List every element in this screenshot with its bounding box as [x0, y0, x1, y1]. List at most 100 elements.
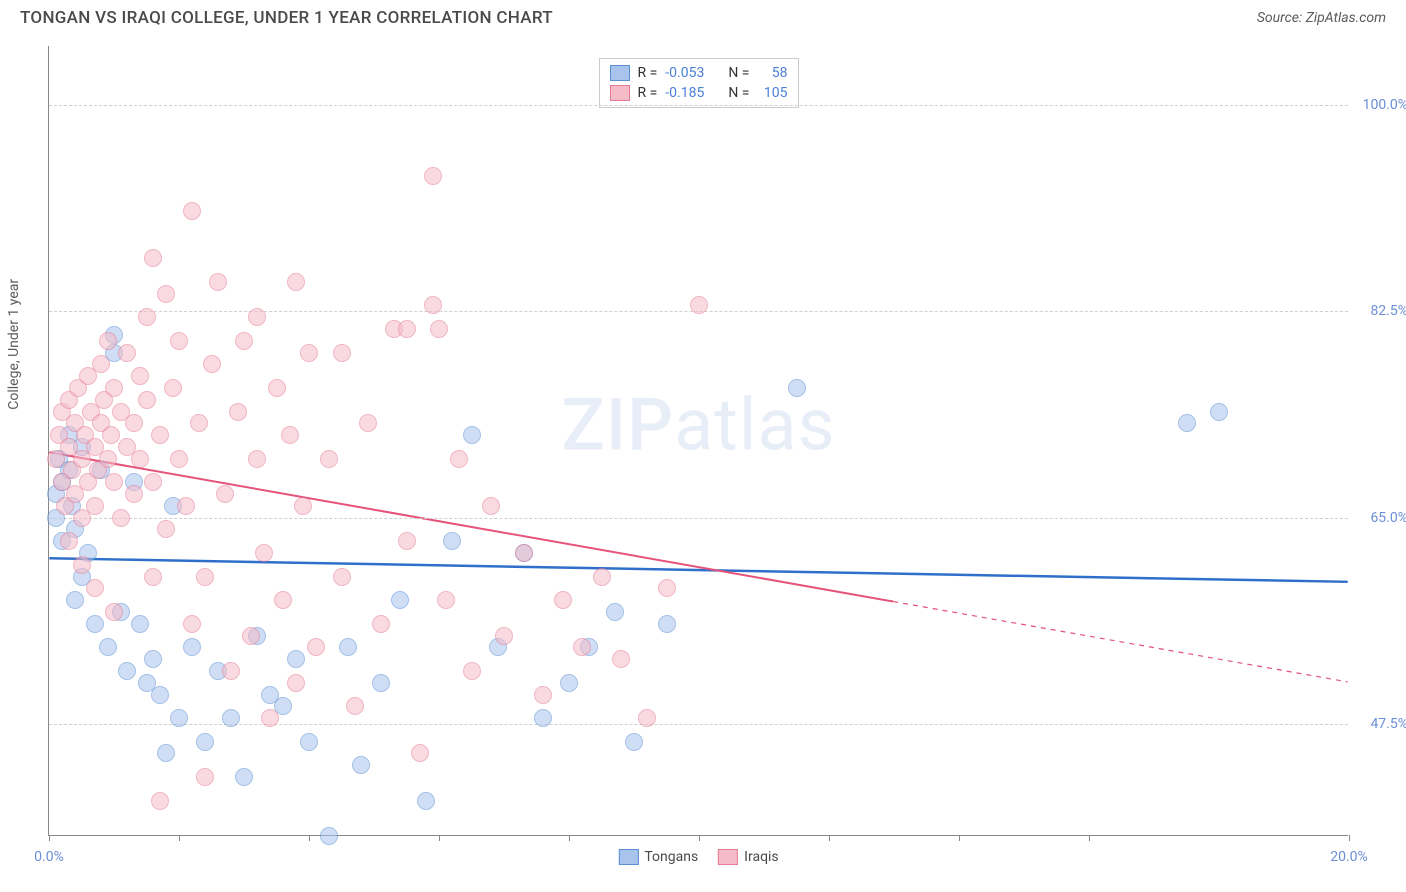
scatter-point [424, 167, 442, 185]
scatter-point [450, 450, 468, 468]
scatter-point [105, 379, 123, 397]
scatter-point [658, 579, 676, 597]
scatter-point [398, 320, 416, 338]
scatter-point [196, 568, 214, 586]
scatter-point [287, 273, 305, 291]
scatter-point [170, 709, 188, 727]
scatter-point [229, 403, 247, 421]
scatter-point [482, 497, 500, 515]
scatter-point [560, 674, 578, 692]
scatter-point [430, 320, 448, 338]
legend-n-value: 58 [758, 65, 788, 81]
scatter-point [372, 674, 390, 692]
scatter-point [151, 792, 169, 810]
scatter-point [333, 344, 351, 362]
scatter-point [268, 379, 286, 397]
x-tick [439, 835, 440, 841]
scatter-point [60, 532, 78, 550]
scatter-point [554, 591, 572, 609]
legend-r-value: -0.053 [665, 65, 704, 81]
legend-swatch [610, 85, 630, 101]
scatter-point [235, 768, 253, 786]
scatter-point [235, 332, 253, 350]
scatter-point [1178, 414, 1196, 432]
scatter-point [86, 497, 104, 515]
scatter-point [66, 591, 84, 609]
scatter-point [411, 744, 429, 762]
legend-r-label: R = [638, 65, 658, 81]
y-tick-label: 82.5% [1353, 303, 1406, 319]
gridline [49, 105, 1348, 106]
scatter-point [216, 485, 234, 503]
scatter-point [261, 709, 279, 727]
legend-swatch [610, 65, 630, 81]
scatter-point [248, 308, 266, 326]
scatter-point [151, 686, 169, 704]
scatter-point [131, 367, 149, 385]
scatter-point [102, 426, 120, 444]
scatter-point [534, 686, 552, 704]
scatter-point [417, 792, 435, 810]
scatter-point [138, 391, 156, 409]
scatter-point [339, 638, 357, 656]
scatter-point [612, 650, 630, 668]
scatter-point [463, 426, 481, 444]
scatter-point [606, 603, 624, 621]
scatter-point [92, 355, 110, 373]
scatter-point [105, 603, 123, 621]
chart-title: TONGAN VS IRAQI COLLEGE, UNDER 1 YEAR CO… [20, 8, 553, 28]
legend-swatch [718, 849, 738, 865]
source-attribution: Source: ZipAtlas.com [1257, 10, 1386, 26]
scatter-point [112, 509, 130, 527]
y-tick-label: 47.5% [1353, 716, 1406, 732]
trend-lines [49, 46, 1348, 835]
scatter-point [515, 544, 533, 562]
legend-label: Iraqis [744, 849, 778, 865]
x-tick-label: 0.0% [34, 849, 64, 865]
scatter-point [99, 638, 117, 656]
legend-swatch [618, 849, 638, 865]
chart-container: College, Under 1 year ZIPatlas R =-0.053… [48, 46, 1348, 836]
x-tick [309, 835, 310, 841]
scatter-point [196, 768, 214, 786]
scatter-point [138, 308, 156, 326]
scatter-point [151, 426, 169, 444]
scatter-point [372, 615, 390, 633]
scatter-point [690, 296, 708, 314]
scatter-point [196, 733, 214, 751]
scatter-point [170, 450, 188, 468]
x-tick [179, 835, 180, 841]
plot-area: ZIPatlas R =-0.053N =58R =-0.185N =105 T… [48, 46, 1348, 836]
scatter-point [437, 591, 455, 609]
scatter-point [86, 579, 104, 597]
scatter-point [658, 615, 676, 633]
scatter-point [300, 733, 318, 751]
scatter-point [255, 544, 273, 562]
scatter-point [1210, 403, 1228, 421]
scatter-point [131, 615, 149, 633]
legend-n-label: N = [728, 85, 749, 101]
x-tick [569, 835, 570, 841]
x-tick [959, 835, 960, 841]
scatter-point [144, 568, 162, 586]
scatter-point [495, 627, 513, 645]
scatter-point [144, 473, 162, 491]
scatter-point [144, 650, 162, 668]
scatter-point [424, 296, 442, 314]
legend-label: Tongans [644, 849, 698, 865]
scatter-point [638, 709, 656, 727]
scatter-point [320, 827, 338, 845]
legend-r-label: R = [638, 85, 658, 101]
scatter-point [248, 450, 266, 468]
legend-stats: R =-0.053N =58R =-0.185N =105 [599, 58, 799, 108]
y-tick-label: 65.0% [1353, 510, 1406, 526]
scatter-point [183, 615, 201, 633]
scatter-point [118, 662, 136, 680]
scatter-point [222, 662, 240, 680]
scatter-point [177, 497, 195, 515]
x-tick [829, 835, 830, 841]
x-tick [49, 835, 50, 841]
scatter-point [203, 355, 221, 373]
scatter-point [164, 379, 182, 397]
gridline [49, 724, 1348, 725]
